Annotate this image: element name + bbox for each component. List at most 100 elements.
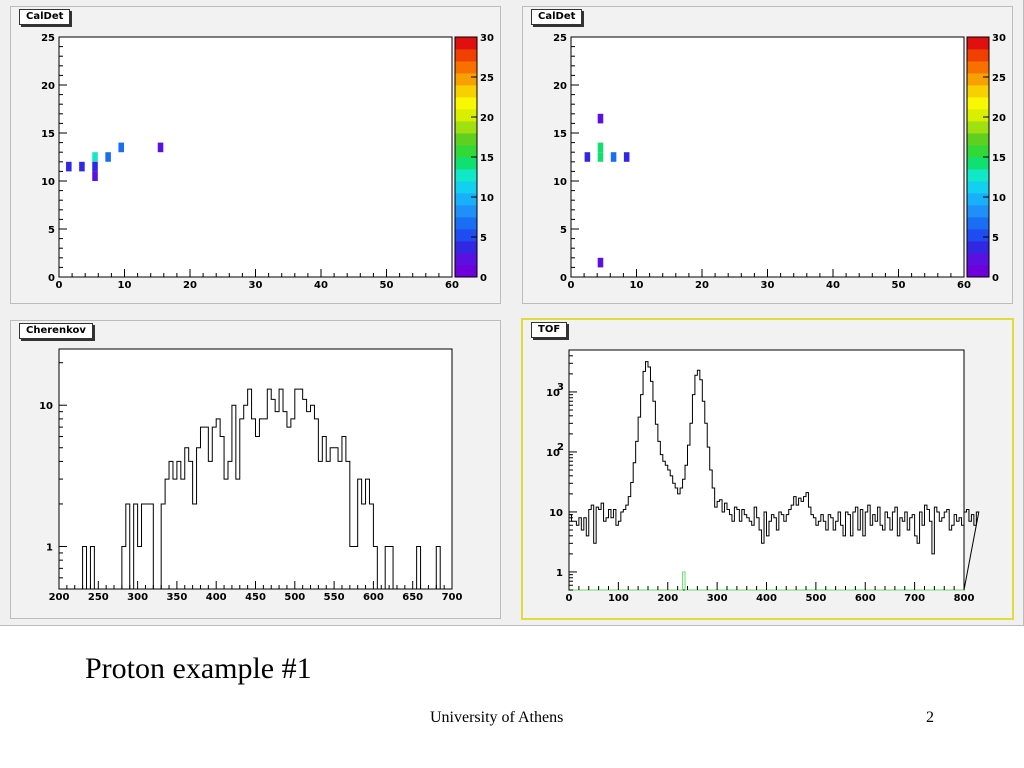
colorbar-segment — [967, 217, 989, 230]
colorbar-segment — [967, 85, 989, 98]
colorbar-segment — [967, 181, 989, 194]
colorbar-segment — [967, 109, 989, 122]
colorbar-segment — [455, 157, 477, 170]
x-tick-label: 20 — [695, 280, 709, 291]
x-tick-label: 500 — [805, 593, 826, 604]
colorbar-segment — [967, 145, 989, 158]
caldet-left-plot: 0 10 20 30 40 50 60 0 5 10 15 20 25 0 5 10 15 20 25 30 — [41, 33, 494, 291]
colorbar-segment — [455, 193, 477, 206]
heatmap-cell — [597, 257, 604, 268]
pad-title: CalDet — [531, 9, 583, 25]
heatmap-cell — [105, 152, 111, 162]
y-tick-label: 10 — [41, 177, 55, 188]
colorbar-tick-label: 15 — [992, 153, 1006, 164]
y-tick-label: 10 — [546, 448, 560, 459]
caldet-left-pad[interactable]: 0 10 20 30 40 50 60 0 5 10 15 20 25 0 5 10 15 20 25 30 CalD… — [10, 6, 501, 304]
pad-title: Cherenkov — [19, 323, 93, 339]
colorbar-segment — [455, 133, 477, 146]
plot-frame — [570, 36, 965, 278]
x-tick-label: 40 — [826, 280, 840, 291]
colorbar-segment — [455, 205, 477, 218]
histogram-series — [568, 361, 980, 591]
colorbar-segment — [455, 181, 477, 194]
x-tick-label: 40 — [314, 280, 328, 291]
colorbar-tick-label: 30 — [480, 33, 494, 44]
colorbar-segment — [967, 49, 989, 62]
plot-frame — [58, 36, 453, 278]
y-tick-label: 20 — [553, 81, 567, 92]
colorbar-segment — [455, 121, 477, 134]
x-tick-label: 20 — [183, 280, 197, 291]
colorbar-tick-label: 0 — [480, 273, 487, 284]
caldet-right-pad[interactable]: 0 10 20 30 40 50 60 0 5 10 15 20 25 0 5 10 15 20 25 30 CalD… — [522, 6, 1013, 304]
y-tick-label: 1 — [556, 568, 563, 579]
y-tick-label: 25 — [41, 33, 55, 44]
colorbar-tick-label: 10 — [992, 193, 1006, 204]
colorbar-segment — [967, 241, 989, 254]
colorbar-segment — [455, 241, 477, 254]
colorbar-segment — [967, 97, 989, 110]
x-tick-label: 400 — [756, 593, 777, 604]
colorbar-segment — [967, 157, 989, 170]
y-tick-label: 10 — [553, 177, 567, 188]
colorbar-segment — [967, 265, 989, 278]
colorbar-segment — [967, 121, 989, 134]
heatmap-cell — [79, 161, 85, 172]
colorbar-tick-label: 5 — [480, 233, 487, 244]
x-tick-label: 300 — [127, 592, 148, 603]
colorbar-segment — [967, 253, 989, 266]
colorbar-tick-label: 25 — [992, 73, 1006, 84]
colorbar-segment — [455, 229, 477, 242]
colorbar-segment — [967, 169, 989, 182]
x-tick-label: 60 — [445, 280, 459, 291]
slide-title: Proton example #1 — [85, 652, 312, 685]
colorbar-tick-label: 0 — [992, 273, 999, 284]
pad-title: TOF — [531, 322, 568, 338]
x-tick-label: 0 — [566, 593, 573, 604]
heatmap-cell — [623, 152, 630, 162]
y-tick-label: 1 — [46, 542, 53, 553]
x-tick-label: 700 — [442, 592, 463, 603]
colorbar-tick-label: 10 — [480, 193, 494, 204]
y-tick-exponent: 3 — [557, 382, 564, 393]
y-tick-label: 5 — [560, 225, 567, 236]
heatmap-cell — [92, 161, 98, 172]
heatmap-cell — [584, 152, 591, 162]
colorbar-segment — [455, 37, 477, 50]
heatmap-cell — [597, 113, 604, 124]
x-tick-label: 550 — [324, 592, 345, 603]
heatmap-cell — [610, 152, 617, 162]
colorbar-segment — [967, 133, 989, 146]
x-tick-label: 500 — [284, 592, 305, 603]
colorbar-segment — [455, 73, 477, 86]
colorbar-segment — [967, 205, 989, 218]
colorbar-tick-label: 30 — [992, 33, 1006, 44]
colorbar-segment — [455, 145, 477, 158]
colorbar-segment — [967, 193, 989, 206]
footer-institution: University of Athens — [430, 709, 564, 726]
root-canvas: 0 10 20 30 40 50 60 0 5 10 15 20 25 0 5 10 15 20 25 30 CalD… — [0, 0, 1024, 626]
colorbar-segment — [455, 109, 477, 122]
footer-page-number: 2 — [926, 709, 934, 726]
colorbar-tick-label: 20 — [480, 113, 494, 124]
cherenkov-pad[interactable]: 200 250 300 350 400 450 500 550 600 650 700 1 10 Che… — [10, 320, 501, 619]
plot-frame — [58, 348, 453, 590]
colorbar-segment — [967, 229, 989, 242]
x-tick-label: 350 — [166, 592, 187, 603]
colorbar-tick-label: 25 — [480, 73, 494, 84]
colorbar-segment — [455, 97, 477, 110]
x-tick-label: 200 — [49, 592, 70, 603]
heatmap-cell — [157, 142, 164, 153]
x-tick-label: 250 — [88, 592, 109, 603]
y-tick-label: 10 — [39, 401, 53, 412]
x-tick-label: 450 — [245, 592, 266, 603]
caldet-right-plot: 0 10 20 30 40 50 60 0 5 10 15 20 25 0 5 10 15 20 25 30 — [553, 33, 1006, 291]
x-tick-label: 10 — [630, 280, 644, 291]
heatmap-cell — [118, 142, 124, 153]
x-tick-label: 600 — [855, 593, 876, 604]
x-tick-label: 0 — [56, 280, 63, 291]
tof-pad[interactable]: 0 100 200 300 400 500 600 700 800 1 10 10 2 10 3 TOF — [521, 318, 1014, 620]
y-tick-label: 15 — [553, 129, 567, 140]
colorbar-segment — [455, 217, 477, 230]
colorbar-segment — [455, 49, 477, 62]
